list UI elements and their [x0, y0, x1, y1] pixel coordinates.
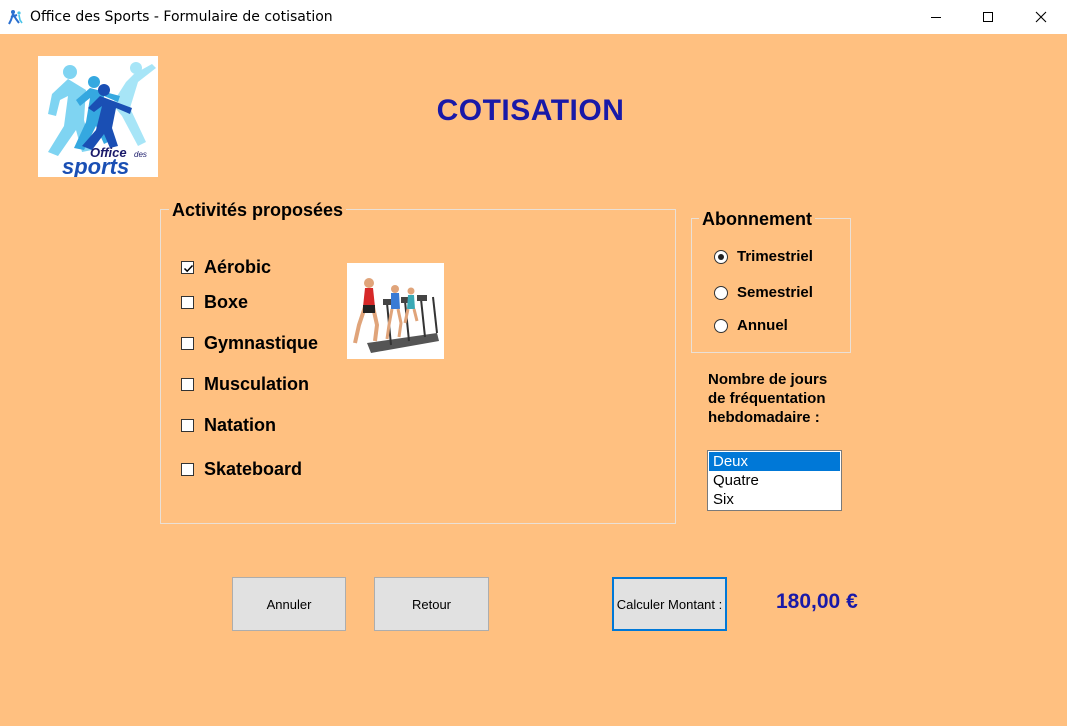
checkbox-label: Musculation [204, 374, 310, 394]
checkbox-label: Aérobic [204, 257, 272, 277]
checkbox-boxe[interactable]: Boxe [181, 292, 248, 313]
logo-text-office: Office [90, 145, 127, 160]
window-title: Office des Sports - Formulaire de cotisa… [30, 9, 333, 25]
checkbox-box[interactable] [181, 261, 194, 274]
activity-photo [347, 263, 444, 359]
days-per-week-label: Nombre de jours de fréquentation hebdoma… [708, 370, 868, 427]
checkbox-natation[interactable]: Natation [181, 415, 276, 436]
title-bar: Office des Sports - Formulaire de cotisa… [0, 0, 1067, 34]
checkbox-musculation[interactable]: Musculation [181, 374, 309, 395]
close-icon [1035, 11, 1047, 23]
activities-group [160, 209, 676, 524]
treadmill-runners-image [347, 263, 444, 359]
days-listbox[interactable]: Deux Quatre Six [707, 450, 842, 511]
radio-annuel[interactable]: Annuel [714, 317, 788, 334]
days-label-line: Nombre de jours [708, 371, 828, 388]
checkbox-box[interactable] [181, 463, 194, 476]
list-item-six[interactable]: Six [713, 491, 734, 508]
radio-dot-icon [718, 253, 724, 260]
subscription-group-label: Abonnement [699, 209, 815, 230]
cancel-button[interactable]: Annuler [232, 577, 346, 631]
checkmark-icon [183, 264, 194, 273]
maximize-icon [983, 12, 993, 22]
list-item-quatre[interactable]: Quatre [713, 472, 759, 489]
list-item-deux[interactable]: Deux [709, 452, 840, 471]
radio-semestriel[interactable]: Semestriel [714, 284, 813, 301]
office-des-sports-logo: Office des sports [38, 56, 158, 177]
maximize-button[interactable] [962, 0, 1014, 34]
radio-label: Trimestriel [737, 248, 813, 265]
checkbox-box[interactable] [181, 296, 194, 309]
checkbox-label: Skateboard [204, 459, 303, 479]
checkbox-box[interactable] [181, 337, 194, 350]
radio-label: Annuel [737, 317, 788, 334]
checkbox-aerobic[interactable]: Aérobic [181, 257, 271, 278]
radio-trimestriel[interactable]: Trimestriel [714, 248, 813, 265]
checkbox-label: Gymnastique [204, 333, 319, 353]
amount-value: 180,00 € [776, 590, 858, 613]
checkbox-box[interactable] [181, 419, 194, 432]
radio-circle[interactable] [714, 318, 728, 333]
radio-circle[interactable] [714, 285, 728, 300]
days-label-line: hebdomadaire : [708, 409, 820, 426]
checkbox-box[interactable] [181, 378, 194, 391]
days-label-line: de fréquentation [708, 390, 826, 407]
minimize-icon [931, 17, 941, 18]
checkbox-label: Natation [204, 415, 276, 435]
page-title: COTISATION [436, 94, 625, 127]
activities-group-label: Activités proposées [169, 200, 347, 221]
app-icon [6, 8, 24, 26]
logo-text-des: des [134, 150, 147, 159]
radio-circle[interactable] [714, 249, 728, 264]
logo-graphic: Office des sports [38, 56, 158, 177]
checkbox-label: Boxe [204, 292, 249, 312]
close-button[interactable] [1015, 0, 1067, 34]
minimize-button[interactable] [910, 0, 962, 34]
calculate-amount-button[interactable]: Calculer Montant : [612, 577, 727, 631]
checkbox-gymnastique[interactable]: Gymnastique [181, 333, 318, 354]
logo-text-sports: sports [62, 154, 129, 177]
checkbox-skateboard[interactable]: Skateboard [181, 459, 302, 480]
back-button[interactable]: Retour [374, 577, 489, 631]
radio-label: Semestriel [737, 284, 813, 301]
